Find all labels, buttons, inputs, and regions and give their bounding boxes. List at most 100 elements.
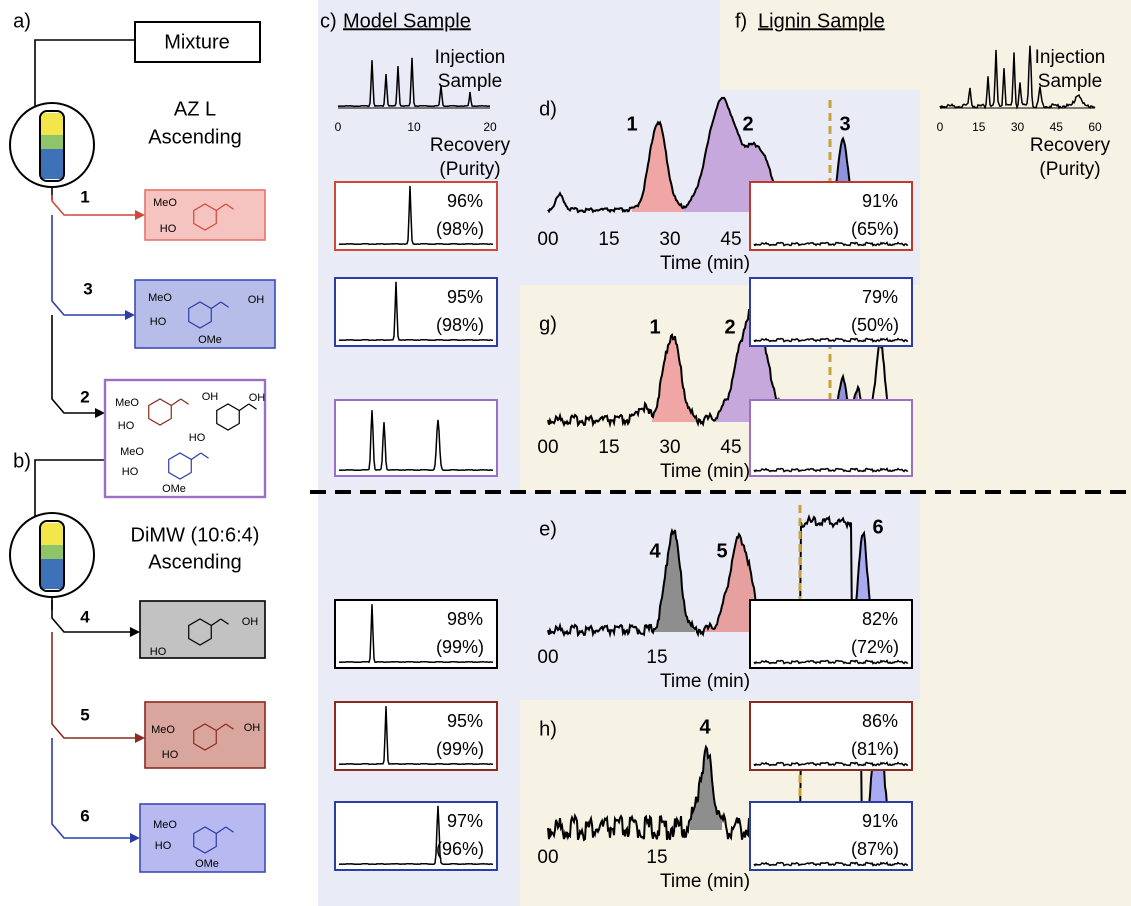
benzene-ring <box>188 301 212 329</box>
bond <box>238 403 250 411</box>
label: g) <box>539 313 557 335</box>
bond <box>220 301 229 308</box>
purity-value: (98%) <box>436 315 484 335</box>
axis-label: Time (min) <box>660 253 750 274</box>
panel-title: Model Sample <box>343 10 471 32</box>
structure-label: HO <box>122 466 139 478</box>
recovery-value: 91% <box>862 191 898 211</box>
label: 5 <box>80 705 89 724</box>
arrowhead <box>135 733 145 743</box>
bond <box>248 403 257 410</box>
fraction-box <box>334 801 498 871</box>
label: 2 <box>742 113 753 135</box>
tick-label: 00 <box>537 437 558 458</box>
branch <box>51 632 137 739</box>
fraction-box <box>334 701 498 771</box>
recovery-value: 95% <box>447 287 483 307</box>
label: 4 <box>699 716 711 738</box>
fraction-trace <box>338 604 493 664</box>
tick-label: 60 <box>1088 120 1102 134</box>
tick-label: 20 <box>483 120 497 134</box>
recovery-value: 91% <box>862 811 898 831</box>
purity-value: (99%) <box>436 739 484 759</box>
label: 1 <box>649 316 660 338</box>
bond <box>170 398 182 406</box>
benzene-ring <box>193 826 217 854</box>
bond <box>225 723 234 730</box>
tick-label: 15 <box>972 120 986 134</box>
arrowhead <box>135 210 145 220</box>
label: 4 <box>649 540 661 562</box>
label: c) <box>320 10 337 32</box>
benzene-ring <box>193 203 217 231</box>
label: AZ L <box>174 98 216 120</box>
branch <box>51 738 132 839</box>
purity-value: (87%) <box>851 839 899 859</box>
fraction-trace <box>338 185 493 246</box>
fraction-box <box>749 399 913 477</box>
label: DiMW (10:6:4) <box>131 524 260 546</box>
benzene-ring <box>148 398 172 426</box>
branch <box>51 215 127 316</box>
tick-label: 45 <box>1050 120 1064 134</box>
structure-label: HO <box>189 432 206 444</box>
structure-label: OH <box>202 391 219 403</box>
column-mid <box>40 545 64 559</box>
benzene-ring <box>168 452 192 480</box>
fraction-trace <box>753 861 909 867</box>
recovery-value: 95% <box>447 711 483 731</box>
tick-label: 45 <box>720 437 741 458</box>
fraction-box <box>749 181 913 251</box>
column-tube <box>39 520 65 592</box>
fraction-box <box>749 701 913 771</box>
bond <box>215 203 227 211</box>
branch <box>51 315 97 414</box>
tick-label: 00 <box>537 229 558 250</box>
label: Recovery <box>430 135 511 156</box>
label: Mixture <box>164 31 230 53</box>
label: f) <box>735 10 747 32</box>
structure-label: HO <box>150 646 167 658</box>
recovery-value: 82% <box>862 609 898 629</box>
label: 2 <box>724 316 735 338</box>
bond <box>225 826 234 833</box>
column-bottom <box>40 559 64 589</box>
label: Injection <box>1035 47 1106 68</box>
structure-label: MeO <box>153 197 177 209</box>
label: Sample <box>1038 71 1102 92</box>
label: 2 <box>80 387 89 406</box>
purity-value: (81%) <box>851 739 899 759</box>
label: d) <box>539 98 557 120</box>
peak-fill <box>690 747 722 830</box>
bond <box>200 452 209 459</box>
structure-box <box>139 600 266 659</box>
fraction-trace <box>338 706 493 766</box>
fraction-trace <box>753 337 909 343</box>
bond <box>180 398 189 405</box>
fraction-trace <box>753 659 909 665</box>
arrowhead <box>130 833 140 843</box>
structure-label: MeO <box>148 292 172 304</box>
tick-label: 30 <box>659 229 680 250</box>
structure-box <box>144 189 266 241</box>
fraction-box <box>334 399 498 477</box>
fraction-trace <box>753 241 909 247</box>
purity-value: (99%) <box>436 637 484 657</box>
tick-label: 0 <box>335 120 342 134</box>
fraction-box <box>749 599 913 669</box>
label: 4 <box>80 607 90 626</box>
bond <box>225 203 234 210</box>
bond <box>210 618 222 626</box>
purity-value: (50%) <box>851 315 899 335</box>
purity-value: (96%) <box>436 839 484 859</box>
axis-label: Time (min) <box>660 671 750 692</box>
tick-label: 15 <box>598 437 619 458</box>
peak-fill <box>715 309 812 425</box>
structure-label: OMe <box>195 858 219 870</box>
label: e) <box>539 518 557 540</box>
tick-label: 00 <box>537 847 558 868</box>
structure-label: OH <box>248 294 265 306</box>
arrowhead <box>95 408 105 418</box>
tick-label: 00 <box>537 647 558 668</box>
structure-label: HO <box>150 316 167 328</box>
